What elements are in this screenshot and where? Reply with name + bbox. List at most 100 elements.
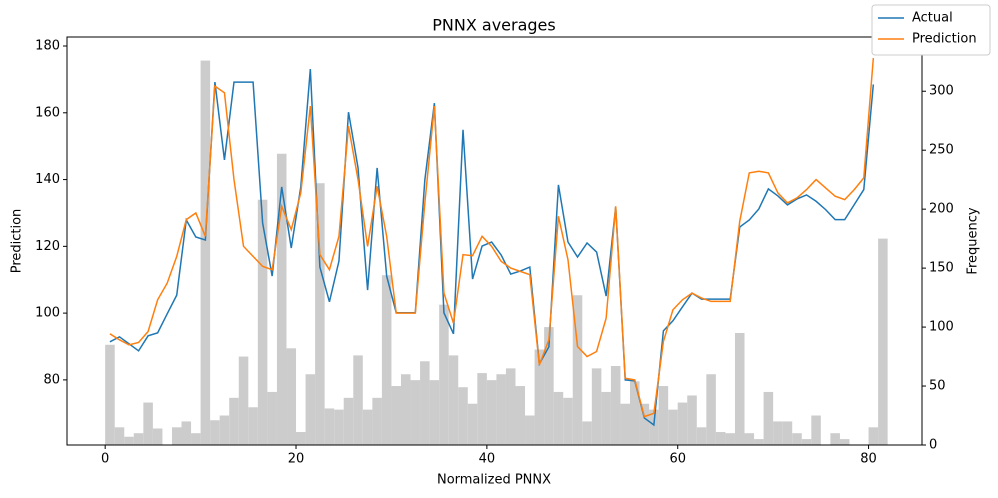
y2-tick-label: 200 bbox=[929, 202, 954, 217]
histogram-bar bbox=[706, 374, 716, 445]
y-tick-label: 160 bbox=[35, 105, 60, 120]
histogram-bar bbox=[620, 403, 631, 445]
x-axis-label: Normalized PNNX bbox=[437, 473, 551, 488]
plot-area bbox=[105, 57, 888, 446]
y2-tick-label: 50 bbox=[929, 379, 946, 394]
histogram-bar bbox=[143, 402, 153, 445]
histogram-bar bbox=[391, 386, 401, 445]
histogram-bar bbox=[572, 295, 583, 445]
y2-tick-label: 0 bbox=[929, 438, 937, 453]
histogram-bar bbox=[276, 153, 287, 446]
histogram-bar bbox=[591, 368, 602, 445]
histogram-bar bbox=[296, 432, 306, 445]
legend: Actual Prediction bbox=[878, 11, 977, 47]
histogram-bar bbox=[133, 433, 144, 445]
histogram-bar bbox=[677, 402, 688, 445]
histogram-bar bbox=[534, 349, 545, 445]
histogram-bar bbox=[181, 421, 192, 445]
histogram-bar bbox=[334, 409, 344, 445]
y-tick-label: 140 bbox=[35, 172, 60, 187]
x-tick-label: 80 bbox=[860, 452, 877, 467]
histogram-bar bbox=[563, 397, 573, 445]
histogram-bar bbox=[324, 408, 335, 445]
chart-title: PNNX averages bbox=[432, 16, 555, 35]
histogram-bar bbox=[830, 433, 840, 445]
histogram-bar bbox=[152, 428, 163, 445]
histogram-bar bbox=[343, 397, 354, 445]
histogram-bar bbox=[515, 386, 526, 445]
histogram-bar bbox=[105, 344, 115, 445]
histogram-bar bbox=[420, 361, 430, 445]
histogram-bar bbox=[114, 427, 125, 445]
y2-axis-label: Frequency bbox=[966, 207, 981, 274]
histogram-bar bbox=[124, 436, 134, 445]
y2-tick-label: 100 bbox=[929, 320, 954, 335]
histogram-bar bbox=[610, 365, 621, 445]
histogram-bar bbox=[754, 439, 764, 445]
y-tick-label: 180 bbox=[35, 39, 60, 54]
axes-frame bbox=[66, 36, 923, 446]
y-tick-label: 80 bbox=[43, 372, 60, 387]
histogram-bar bbox=[372, 397, 382, 445]
histogram-bar bbox=[362, 409, 373, 445]
histogram-bar bbox=[687, 395, 697, 445]
histogram-bar bbox=[792, 433, 802, 445]
histogram-bar bbox=[400, 374, 411, 445]
histogram-bar bbox=[353, 355, 363, 445]
histogram-bar bbox=[639, 403, 650, 445]
histogram-bar bbox=[448, 355, 459, 445]
histogram-bar bbox=[725, 433, 735, 445]
x-tick-label: 60 bbox=[669, 452, 686, 467]
y-tick-label: 120 bbox=[35, 239, 60, 254]
histogram-bar bbox=[773, 421, 783, 445]
histogram-bar bbox=[257, 199, 268, 445]
line-series bbox=[109, 57, 875, 418]
histogram-bar bbox=[210, 420, 220, 445]
histogram-bar bbox=[744, 433, 755, 445]
histogram-bar bbox=[658, 386, 669, 445]
histogram-bar bbox=[315, 183, 325, 445]
y2-tick-label: 150 bbox=[929, 261, 954, 276]
histogram-bar bbox=[696, 427, 707, 445]
histogram-bar bbox=[601, 391, 611, 445]
histogram-bar bbox=[305, 374, 316, 445]
histogram-bar bbox=[715, 432, 726, 445]
histogram-bar bbox=[553, 391, 564, 445]
histogram-bar bbox=[763, 391, 774, 445]
histogram-bar bbox=[630, 381, 640, 445]
histogram-bar bbox=[267, 391, 277, 445]
x-tick-label: 20 bbox=[288, 452, 305, 467]
x-tick-label: 40 bbox=[479, 452, 496, 467]
histogram-bar bbox=[668, 409, 678, 445]
histogram-bar bbox=[878, 238, 888, 445]
histogram-bar bbox=[525, 415, 535, 445]
histogram-bar bbox=[286, 348, 297, 445]
histogram-bar bbox=[868, 427, 879, 445]
histogram-bar bbox=[200, 60, 211, 446]
y-axis-label: Prediction bbox=[10, 209, 25, 274]
y2-tick-label: 300 bbox=[929, 84, 954, 99]
line-series bbox=[109, 68, 875, 427]
histogram-bar bbox=[477, 373, 487, 445]
histogram-bar bbox=[782, 421, 793, 445]
histogram-bar bbox=[439, 304, 449, 445]
histogram-bar bbox=[381, 275, 392, 445]
histogram-bar bbox=[219, 415, 230, 445]
histogram-bar bbox=[467, 403, 478, 445]
histogram-bar bbox=[496, 374, 506, 445]
histogram-bar bbox=[429, 380, 440, 445]
y-tick-label: 100 bbox=[35, 306, 60, 321]
histogram-bar bbox=[191, 433, 201, 445]
histogram-bar bbox=[811, 415, 821, 445]
histogram-bar bbox=[801, 439, 812, 445]
histogram-bar bbox=[229, 397, 239, 445]
histogram-bar bbox=[649, 409, 659, 445]
histogram-bar bbox=[582, 421, 592, 445]
histogram-bar bbox=[839, 439, 850, 445]
legend-label: Actual bbox=[912, 11, 953, 26]
histogram-bar bbox=[248, 407, 258, 445]
legend-label: Prediction bbox=[912, 32, 977, 47]
x-tick-label: 0 bbox=[101, 452, 109, 467]
